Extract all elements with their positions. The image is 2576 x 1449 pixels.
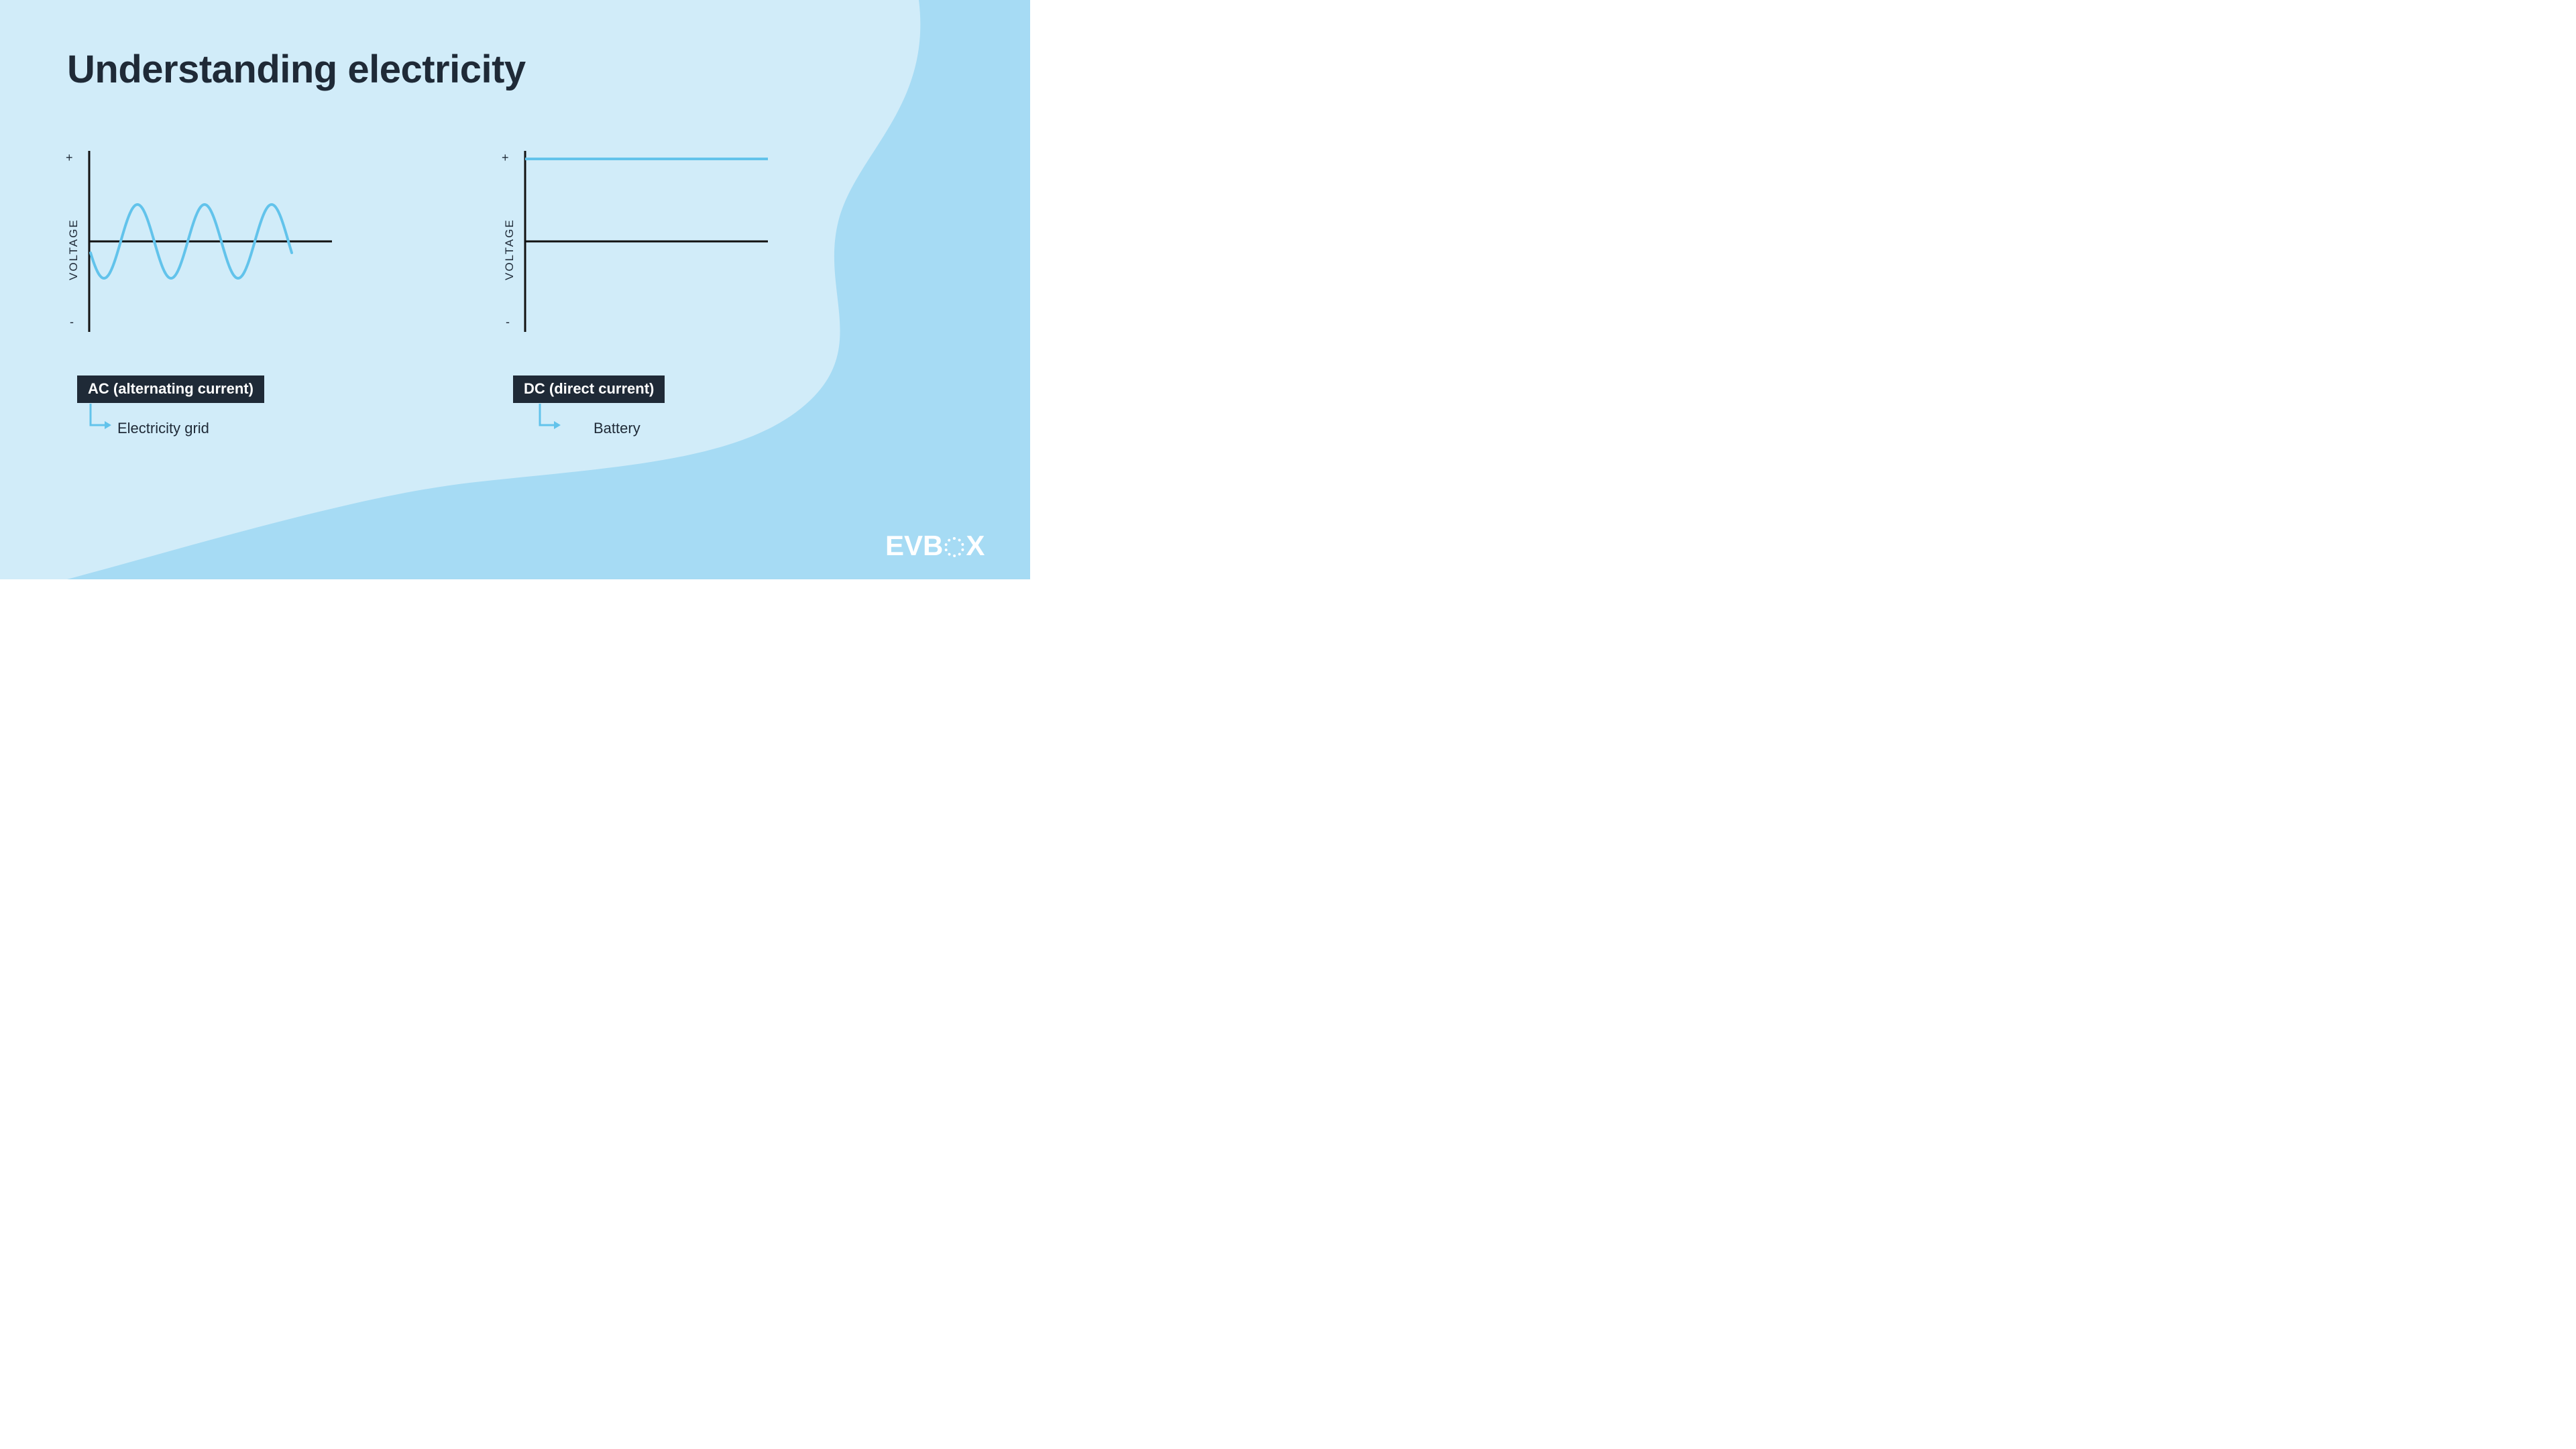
logo-ring-icon (944, 537, 964, 557)
ac-minus-label: - (70, 315, 74, 329)
dc-arrow-icon (538, 404, 561, 432)
evbox-logo: EVBX (885, 530, 985, 562)
ac-arrow-icon (89, 404, 111, 432)
dc-minus-label: - (506, 315, 510, 329)
ac-plus-label: + (66, 151, 73, 165)
ac-chart (77, 151, 345, 332)
logo-text-ev: EV (885, 530, 923, 562)
ac-tag: AC (alternating current) (77, 375, 264, 403)
infographic-canvas: Understanding electricity + - VOLTAGE + … (0, 0, 1030, 579)
dc-sublabel: Battery (594, 420, 640, 437)
dc-voltage-label: VOLTAGE (503, 219, 516, 280)
ac-sublabel: Electricity grid (117, 420, 209, 437)
ac-voltage-label: VOLTAGE (67, 219, 80, 280)
dc-tag: DC (direct current) (513, 375, 665, 403)
logo-text-b: B (923, 530, 943, 562)
dc-chart (513, 151, 781, 332)
dc-plus-label: + (502, 151, 509, 165)
logo-text-x: X (966, 530, 985, 562)
page-title: Understanding electricity (67, 47, 526, 92)
